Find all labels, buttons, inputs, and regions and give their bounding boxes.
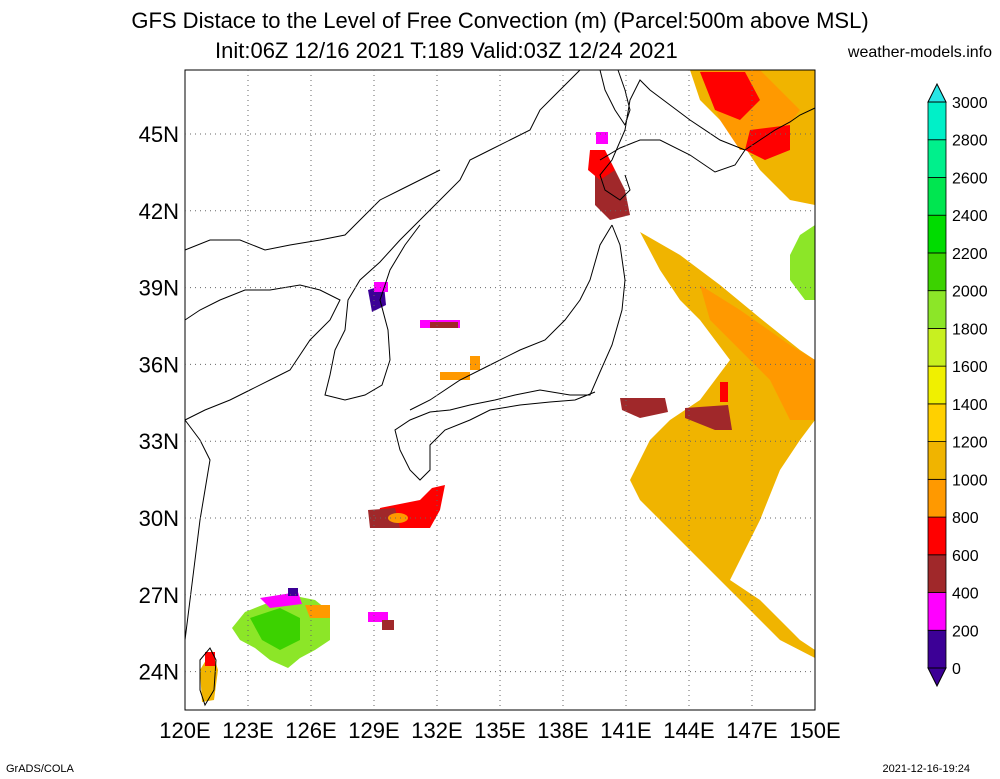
- field-okinawa-purple: [288, 588, 298, 596]
- colorbar-label: 800: [952, 510, 979, 527]
- lon-tick-label: 126E: [285, 718, 336, 743]
- field-ryukyu-brown: [382, 620, 394, 630]
- lon-tick-label: 138E: [537, 718, 588, 743]
- gridlines: [185, 70, 815, 710]
- field-magenta-1: [596, 132, 608, 144]
- colorbar-label: 3000: [952, 95, 988, 112]
- colorbar-label: 2400: [952, 208, 988, 225]
- field-pacific-band-inner: [700, 285, 815, 420]
- colorbar-label: 400: [952, 586, 979, 603]
- coast-manchuria: [184, 169, 441, 251]
- lat-tick-label: 33N: [139, 429, 179, 454]
- colorbar-label: 1600: [952, 359, 988, 376]
- field-red-dot: [720, 382, 728, 402]
- coast-hokkaido: [599, 79, 746, 201]
- lon-tick-label: 129E: [348, 718, 399, 743]
- lon-tick-label: 150E: [789, 718, 840, 743]
- colorbar-label: 2600: [952, 170, 988, 187]
- lat-tick-label: 30N: [139, 506, 179, 531]
- colorbar-label: 200: [952, 623, 979, 640]
- chart-title: GFS Distace to the Level of Free Convect…: [131, 8, 869, 33]
- field-tsugaru-red: [588, 150, 615, 180]
- field-ryukyu-mag: [368, 612, 388, 622]
- colorbar-max-triangle: [927, 82, 947, 103]
- colorbar-swatch: [927, 327, 947, 367]
- colorbar-swatch: [927, 516, 947, 556]
- coast-japan-honshu: [394, 224, 626, 481]
- colorbar-swatch: [927, 629, 947, 669]
- colorbar-label: 2000: [952, 284, 988, 301]
- chart-subtitle: Init:06Z 12/16 2021 T:189 Valid:03Z 12/2…: [215, 38, 678, 63]
- colorbar-swatch: [927, 290, 947, 329]
- colorbar-swatch: [927, 139, 947, 178]
- credit-right: 2021-12-16-19:24: [882, 763, 970, 775]
- field-kyushu-orange: [388, 513, 408, 523]
- colorbar-swatch: [927, 554, 947, 593]
- field-kuril-red: [745, 125, 790, 160]
- field-okinawa-green-2: [250, 608, 300, 650]
- lat-tick-label: 27N: [139, 583, 179, 608]
- colorbar: 0 200 400 600 800 1000 1200 1400 1600 1800 2000 220…: [927, 82, 988, 688]
- lon-tick-label: 132E: [411, 718, 462, 743]
- credit-left: GrADS/COLA: [6, 763, 74, 775]
- coast-kuril: [744, 107, 816, 151]
- colorbar-label: 1000: [952, 472, 988, 489]
- colorbar-swatch: [927, 478, 947, 518]
- field-okinawa-orange: [305, 605, 330, 618]
- field-sea-japan-brown: [430, 322, 458, 328]
- field-kanto-east-2: [685, 405, 732, 430]
- lon-tick-label: 144E: [663, 718, 714, 743]
- lat-tick-label: 45N: [139, 122, 179, 147]
- colorbar-swatch: [927, 214, 947, 254]
- field-kyushu-brown: [368, 508, 400, 528]
- lat-tick-label: 39N: [139, 276, 179, 301]
- colorbar-swatch: [927, 403, 947, 443]
- field-taiwan-red: [205, 652, 215, 666]
- colorbar-label: 600: [952, 548, 979, 565]
- field-green-right: [790, 225, 815, 300]
- lon-tick-label: 141E: [600, 718, 651, 743]
- colorbar-label: 1400: [952, 397, 988, 414]
- coast-japan-west: [409, 224, 613, 411]
- field-korea-magenta: [374, 282, 388, 292]
- colorbar-label: 0: [952, 661, 961, 678]
- colorbar-swatch: [927, 441, 947, 480]
- colorbar-min-triangle: [927, 667, 947, 688]
- lon-tick-labels: 120E 123E 126E 129E 132E 135E 138E 141E 144E 147E…: [159, 718, 840, 743]
- field-kanto-east: [620, 398, 668, 418]
- coast-korea: [324, 219, 421, 401]
- coast-taiwan: [199, 647, 217, 707]
- field-pacific-band: [630, 232, 815, 658]
- coast-china: [184, 284, 341, 421]
- lat-tick-label: 36N: [139, 352, 179, 377]
- lon-tick-label: 123E: [222, 718, 273, 743]
- colorbar-swatch: [927, 592, 947, 631]
- colorbar-swatch: [927, 365, 947, 405]
- colorbar-label: 2200: [952, 246, 988, 263]
- site-name: weather-models.info: [847, 44, 992, 61]
- lon-tick-label: 120E: [159, 718, 210, 743]
- lon-tick-label: 147E: [726, 718, 777, 743]
- field-hokkaido-red: [700, 72, 760, 120]
- lon-tick-label: 135E: [474, 718, 525, 743]
- colorbar-label: 2800: [952, 133, 988, 150]
- colorbar-swatch: [927, 101, 947, 141]
- colorbar-swatch: [927, 177, 947, 216]
- lat-tick-label: 42N: [139, 199, 179, 224]
- colorbar-label: 1200: [952, 435, 988, 452]
- colorbar-swatch: [927, 252, 947, 292]
- field-sea-japan-orange: [440, 372, 470, 380]
- lat-tick-labels: 24N 27N 30N 33N 36N 39N 42N 45N: [139, 122, 179, 685]
- lat-tick-label: 24N: [139, 660, 179, 685]
- data-field: [200, 70, 815, 702]
- colorbar-label: 1800: [952, 321, 988, 338]
- field-sea-japan-orange2: [470, 356, 480, 370]
- coast-china-south: [184, 419, 211, 700]
- coast-sakhalin: [599, 69, 631, 127]
